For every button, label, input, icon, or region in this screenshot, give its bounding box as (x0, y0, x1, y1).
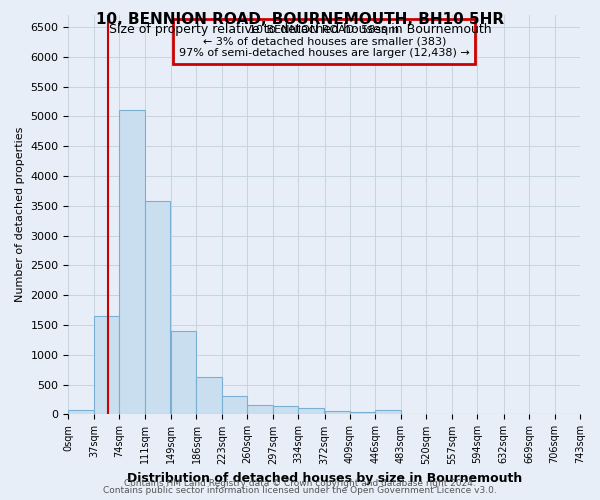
Text: Contains HM Land Registry data © Crown copyright and database right 2024.: Contains HM Land Registry data © Crown c… (124, 478, 476, 488)
Y-axis label: Number of detached properties: Number of detached properties (15, 127, 25, 302)
Text: 10, BENNION ROAD, BOURNEMOUTH, BH10 5HR: 10, BENNION ROAD, BOURNEMOUTH, BH10 5HR (96, 12, 504, 28)
Bar (376, 410, 401, 414)
Bar (196, 378, 222, 414)
Bar (350, 412, 376, 414)
Text: 10 BENNION ROAD: 58sqm
← 3% of detached houses are smaller (383)
97% of semi-det: 10 BENNION ROAD: 58sqm ← 3% of detached … (179, 25, 470, 58)
X-axis label: Distribution of detached houses by size in Bournemouth: Distribution of detached houses by size … (127, 472, 522, 485)
Text: Size of property relative to detached houses in Bournemouth: Size of property relative to detached ho… (109, 22, 491, 36)
Text: Contains public sector information licensed under the Open Government Licence v3: Contains public sector information licen… (103, 486, 497, 495)
Bar (119, 110, 145, 414)
Bar (145, 201, 170, 414)
Bar (222, 396, 247, 414)
Bar (298, 408, 324, 414)
Bar (247, 405, 273, 414)
Bar (273, 406, 298, 414)
Bar (325, 412, 350, 414)
Bar (68, 410, 94, 414)
Bar (171, 331, 196, 414)
Bar (94, 316, 119, 414)
